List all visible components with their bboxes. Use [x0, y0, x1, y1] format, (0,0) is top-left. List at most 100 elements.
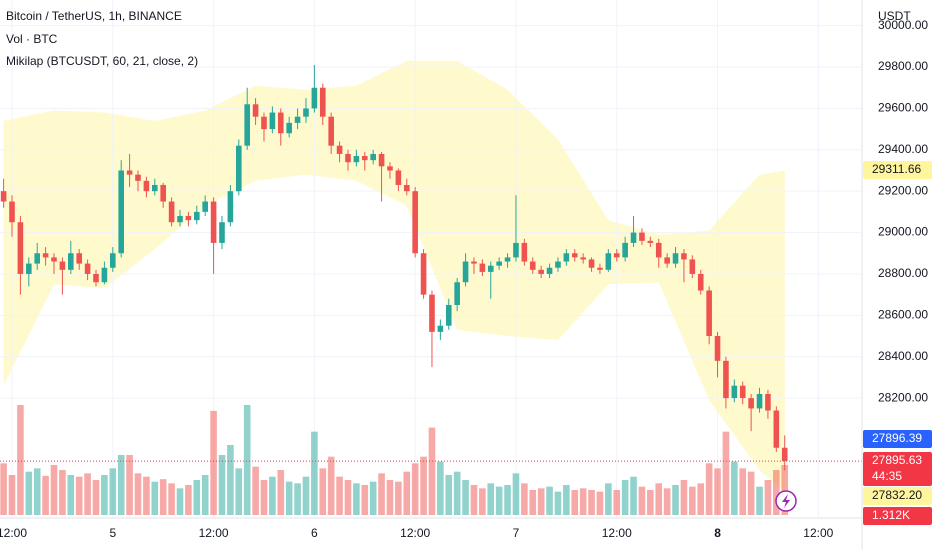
candle-body: [597, 267, 603, 270]
candle-body: [101, 267, 108, 283]
volume-bar: [596, 491, 604, 515]
price-label: 27896.39: [872, 431, 922, 445]
candle-body: [672, 253, 679, 264]
y-tick-label: 28600.00: [878, 308, 928, 322]
volume-bar: [151, 481, 159, 515]
candle-body: [403, 184, 410, 192]
volume-bar: [75, 476, 83, 515]
x-tick-label: 12:00: [602, 526, 632, 540]
x-tick-label: 12:00: [803, 526, 833, 540]
candle-body: [277, 112, 284, 134]
candle-body: [227, 191, 234, 223]
volume-bar: [470, 485, 478, 515]
volume-bar: [571, 490, 579, 515]
candle-body: [26, 263, 32, 274]
price-label-bg: [863, 452, 932, 486]
candle-body: [177, 216, 183, 223]
alert-bolt: [782, 494, 790, 508]
candle-body: [630, 232, 637, 243]
volume-bar: [176, 488, 184, 515]
candle-body: [210, 201, 217, 243]
volume-bar: [50, 465, 58, 515]
volume-bar: [67, 475, 75, 515]
x-tick-label: 8: [714, 526, 721, 540]
volume-bar: [764, 480, 772, 515]
candle-body: [84, 263, 91, 274]
volume-bar: [294, 483, 301, 515]
volume-bar: [0, 463, 7, 515]
candle-body: [773, 410, 780, 448]
y-tick-label: 28800.00: [878, 266, 928, 280]
candle-body: [739, 385, 746, 399]
candle-body: [185, 216, 192, 221]
volume-bar: [697, 483, 705, 515]
volume-bar: [101, 475, 108, 515]
candle-body: [193, 211, 200, 221]
volume-bar: [487, 483, 495, 515]
candle-body: [269, 112, 276, 130]
volume-label: Vol · BTC: [6, 32, 58, 46]
price-label-bg: [863, 487, 932, 505]
volume-bar: [411, 463, 419, 515]
volume-bar: [554, 491, 562, 515]
candle-body: [731, 385, 738, 399]
candle-body: [235, 145, 242, 192]
candle-body: [160, 184, 166, 202]
candle-body: [647, 240, 654, 243]
candle-body: [9, 201, 15, 223]
y-tick-label: 28200.00: [878, 390, 928, 404]
volume-bar: [605, 483, 612, 515]
candle-body: [655, 242, 662, 258]
volume-bar: [546, 486, 553, 515]
candle-body: [538, 269, 544, 274]
candle-body: [361, 156, 368, 161]
volume-bar: [126, 455, 133, 515]
candle-body: [437, 325, 444, 332]
x-tick-label: 12:00: [400, 526, 430, 540]
volume-bar: [588, 490, 595, 515]
x-tick-label: 5: [109, 526, 116, 540]
candle-body: [395, 170, 402, 185]
volume-bar: [504, 485, 511, 515]
candle-body: [109, 253, 116, 268]
volume-bar: [512, 473, 520, 515]
candle-body: [252, 104, 259, 117]
candle-body: [353, 156, 360, 163]
volume-bar: [159, 479, 167, 515]
candle-body: [555, 261, 561, 268]
candle-body: [504, 257, 511, 262]
indicator-label: Mikilap (BTCUSDT, 60, 21, close, 2): [6, 54, 198, 68]
price-label-bg: [863, 161, 932, 179]
candle-body: [706, 290, 712, 337]
volume-bar: [353, 483, 360, 515]
candle-body: [697, 273, 704, 291]
candle-body: [588, 259, 595, 268]
candle-body: [639, 232, 645, 241]
price-label: 1.312K: [872, 508, 910, 522]
candle-body: [34, 253, 41, 264]
volume-bar: [25, 471, 33, 515]
volume-bar: [453, 471, 461, 515]
price-label: 29311.66: [872, 162, 921, 176]
volume-bar: [17, 405, 24, 515]
candle-body: [370, 153, 376, 161]
volume-bar: [731, 461, 738, 515]
volume-bar: [84, 473, 91, 515]
candle-body: [487, 265, 494, 272]
volume-bar: [621, 480, 629, 515]
volume-bar: [437, 461, 444, 515]
candle-body: [681, 253, 687, 260]
candle-layer: [0, 64, 862, 471]
candle-body: [613, 253, 620, 258]
volume-bar: [403, 471, 411, 515]
volume-bar: [495, 486, 503, 515]
price-label-bg: [863, 430, 932, 448]
volume-bar: [529, 490, 537, 515]
volume-bar: [672, 485, 679, 515]
volume-bar: [42, 475, 49, 515]
volume-bar: [638, 486, 646, 515]
band-layer: [3, 60, 785, 492]
volume-bar: [285, 481, 293, 515]
candle-body: [387, 166, 393, 171]
